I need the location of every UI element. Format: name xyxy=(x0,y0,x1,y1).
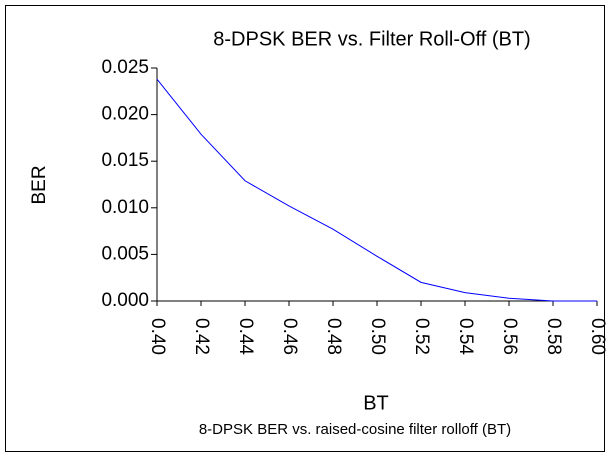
x-axis-label: BT xyxy=(363,392,389,414)
x-tick-label: 0.42 xyxy=(191,318,212,355)
x-tick-label: 0.44 xyxy=(235,318,256,355)
x-tick-label: 0.54 xyxy=(455,318,476,355)
y-tick-label: 0.025 xyxy=(101,57,149,78)
x-tick-label: 0.52 xyxy=(411,318,432,355)
y-tick-label: 0.010 xyxy=(101,197,149,218)
x-tick-label: 0.46 xyxy=(279,318,300,355)
x-tick-label: 0.60 xyxy=(587,318,608,355)
y-axis-label: BER xyxy=(29,165,50,204)
x-tick-label: 0.48 xyxy=(323,318,344,355)
caption: 8-DPSK BER vs. raised-cosine filter roll… xyxy=(199,421,511,438)
y-tick-label: 0.015 xyxy=(101,150,149,171)
x-tick-label: 0.56 xyxy=(499,318,520,355)
x-tick-label: 0.58 xyxy=(543,318,564,355)
y-tick-label: 0.005 xyxy=(101,243,149,264)
x-tick-label: 0.50 xyxy=(367,318,388,355)
data-line xyxy=(156,78,597,302)
frame xyxy=(5,5,605,452)
y-tick-label: 0.000 xyxy=(101,290,149,311)
y-tick-label: 0.020 xyxy=(101,104,149,125)
chart-title: 8-DPSK BER vs. Filter Roll-Off (BT) xyxy=(213,28,530,50)
x-tick-label: 0.40 xyxy=(147,318,168,355)
